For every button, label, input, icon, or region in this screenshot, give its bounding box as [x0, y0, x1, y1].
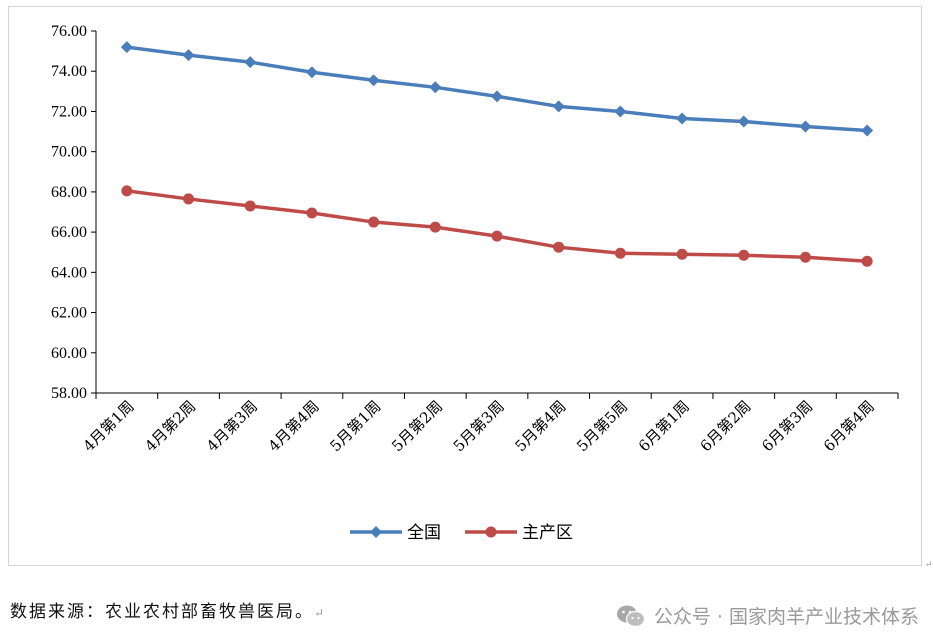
- data-point: [244, 200, 256, 212]
- x-tick-label: 5月第1周: [326, 397, 384, 455]
- y-tick-label: 64.00: [51, 264, 87, 281]
- y-tick-label: 70.00: [51, 144, 87, 161]
- series-group: [120, 41, 874, 267]
- data-point: [244, 56, 257, 69]
- y-tick-label: 62.00: [51, 305, 87, 322]
- source-note-text: 数据来源：农业农村部畜牧兽医局。: [10, 602, 314, 622]
- line-chart: 58.00 60.00 62.00 64.00 66.00 68.00 70.00 72.00…: [51, 23, 899, 543]
- x-axis: 4月第1周 4月第2周 4月第3周 4月第4周 5月第1周 5月第2周 5月第3周 5月第4周…: [80, 392, 899, 455]
- x-tick-label: 5月第2周: [388, 397, 446, 455]
- y-axis: 58.00 60.00 62.00 64.00 66.00 68.00 70.00 72.00…: [51, 23, 97, 402]
- legend-label: 全国: [407, 523, 441, 543]
- x-tick-label: 4月第3周: [203, 397, 261, 455]
- legend-item-1: 全国: [350, 523, 441, 543]
- x-tick-label: 5月第4周: [511, 397, 569, 455]
- watermark: 公众号 · 国家肉羊产业技术体系: [616, 602, 919, 629]
- series-2: [121, 185, 873, 267]
- data-point: [491, 230, 503, 242]
- data-point: [676, 248, 688, 260]
- data-point: [738, 249, 750, 261]
- data-point: [861, 124, 874, 137]
- data-point: [553, 241, 565, 253]
- source-note: 数据来源：农业农村部畜牧兽医局。↵: [10, 597, 324, 622]
- watermark-text: 公众号 · 国家肉羊产业技术体系: [653, 606, 919, 628]
- data-point: [368, 216, 380, 228]
- wechat-icon: [616, 605, 645, 627]
- x-tick-label: 6月第3周: [758, 397, 816, 455]
- legend-item-2: 主产区: [465, 523, 573, 543]
- chart-frame: [8, 6, 922, 566]
- series-line: [125, 189, 869, 264]
- data-point: [614, 105, 627, 118]
- data-point: [676, 112, 689, 125]
- data-point: [429, 221, 441, 233]
- data-point: [429, 81, 442, 94]
- data-point: [306, 207, 318, 219]
- return-mark: ↵: [314, 606, 325, 620]
- series-1: [120, 41, 874, 137]
- x-tick-label: 4月第1周: [80, 397, 138, 455]
- data-point: [799, 251, 811, 263]
- y-tick-label: 60.00: [51, 345, 87, 362]
- y-tick-label: 58.00: [51, 385, 87, 402]
- y-tick-label: 74.00: [51, 63, 87, 80]
- y-tick-label: 68.00: [51, 184, 87, 201]
- data-point: [614, 247, 626, 259]
- data-point: [491, 90, 503, 103]
- data-point: [183, 193, 195, 205]
- legend: 全国 主产区: [350, 523, 573, 543]
- data-point: [737, 115, 750, 128]
- x-tick-label: 5月第5周: [573, 397, 631, 455]
- legend-label: 主产区: [522, 523, 573, 543]
- x-tick-label: 6月第4周: [820, 397, 878, 455]
- data-point: [367, 74, 380, 87]
- x-tick-label: 6月第2周: [697, 397, 755, 455]
- data-point: [799, 120, 812, 133]
- legend-marker: [485, 526, 497, 538]
- data-point: [552, 100, 565, 113]
- x-tick-label: 4月第2周: [141, 397, 199, 455]
- y-tick-label: 66.00: [51, 224, 87, 241]
- data-point: [120, 41, 133, 54]
- y-tick-label: 76.00: [51, 23, 87, 40]
- data-point: [305, 66, 318, 79]
- legend-marker: [370, 526, 382, 538]
- x-tick-label: 4月第4周: [265, 397, 323, 455]
- data-point: [182, 49, 195, 62]
- edge-mark: ↵: [925, 560, 933, 570]
- y-tick-label: 72.00: [51, 103, 87, 120]
- series-line: [125, 45, 869, 133]
- data-point: [121, 185, 133, 197]
- x-tick-label: 6月第1周: [635, 397, 693, 455]
- data-point: [861, 255, 873, 267]
- x-tick-label: 5月第3周: [450, 397, 508, 455]
